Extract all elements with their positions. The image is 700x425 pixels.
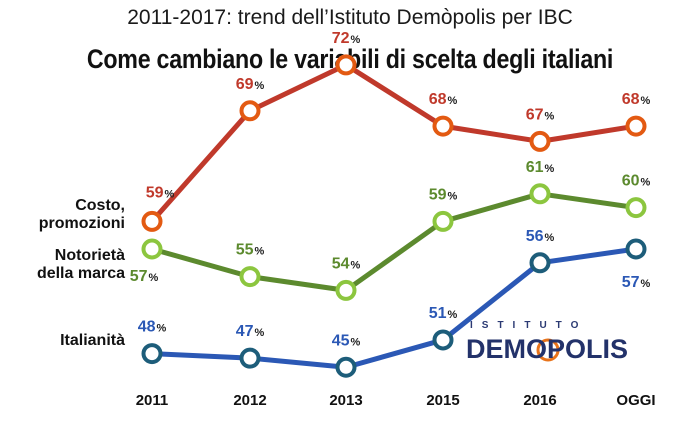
series-name-line: Notorietà bbox=[55, 247, 125, 264]
data-label-value: 48 bbox=[138, 319, 156, 336]
data-label: 48% bbox=[138, 319, 167, 336]
data-point bbox=[338, 282, 355, 299]
data-label-value: 59 bbox=[146, 184, 164, 201]
data-label: 72% bbox=[332, 30, 361, 47]
data-label-value: 68 bbox=[429, 91, 447, 108]
data-label: 68% bbox=[622, 91, 651, 108]
data-label: 67% bbox=[526, 106, 555, 123]
data-label-unit: % bbox=[157, 323, 167, 335]
data-label-value: 67 bbox=[526, 106, 544, 123]
data-point bbox=[628, 118, 645, 135]
data-label-value: 55 bbox=[236, 242, 254, 259]
data-point bbox=[628, 241, 645, 258]
data-label-unit: % bbox=[351, 259, 361, 271]
data-label-unit: % bbox=[255, 246, 265, 258]
data-label-value: 60 bbox=[622, 173, 640, 190]
series-group-1: 57%55%54%59%61%60% bbox=[130, 159, 651, 299]
data-label: 61% bbox=[526, 159, 555, 176]
data-label-unit: % bbox=[641, 95, 651, 107]
x-tick-label: 2011 bbox=[136, 392, 169, 409]
data-label-unit: % bbox=[545, 232, 555, 244]
data-point bbox=[338, 359, 355, 376]
data-label-unit: % bbox=[255, 327, 265, 339]
data-point bbox=[628, 199, 645, 216]
data-label-unit: % bbox=[165, 188, 175, 200]
data-label-value: 59 bbox=[429, 186, 447, 203]
data-label-value: 72 bbox=[332, 30, 350, 47]
x-tick-label: 2013 bbox=[329, 392, 362, 409]
demopolis-logo: DEMOPOLIS bbox=[466, 334, 628, 365]
data-point bbox=[532, 254, 549, 271]
data-label: 47% bbox=[236, 323, 265, 340]
data-label-value: 68 bbox=[622, 91, 640, 108]
data-point bbox=[532, 133, 549, 150]
data-label-unit: % bbox=[255, 80, 265, 92]
data-label-value: 47 bbox=[236, 323, 254, 340]
data-label-unit: % bbox=[545, 110, 555, 122]
data-label: 68% bbox=[429, 91, 458, 108]
series-line-1 bbox=[152, 194, 636, 291]
data-label-value: 54 bbox=[332, 255, 350, 272]
data-label-unit: % bbox=[448, 95, 458, 107]
data-label: 45% bbox=[332, 332, 361, 349]
data-label-value: 57 bbox=[622, 274, 640, 291]
x-tick-label: OGGI bbox=[616, 392, 655, 409]
data-label: 56% bbox=[526, 228, 555, 245]
series-name-1: Notorietà della marca bbox=[37, 247, 125, 282]
data-point bbox=[144, 345, 161, 362]
data-point bbox=[144, 241, 161, 258]
data-label-unit: % bbox=[641, 177, 651, 189]
series-name-line: promozioni bbox=[39, 215, 125, 232]
data-label-value: 45 bbox=[332, 332, 350, 349]
series-name-0: Costo, promozioni bbox=[39, 197, 125, 232]
data-label-unit: % bbox=[351, 336, 361, 348]
data-label-value: 51 bbox=[429, 305, 447, 322]
data-point bbox=[435, 118, 452, 135]
data-label-unit: % bbox=[641, 278, 651, 290]
data-label-unit: % bbox=[149, 272, 159, 284]
data-label: 57% bbox=[622, 274, 651, 291]
data-point bbox=[242, 268, 259, 285]
data-label-unit: % bbox=[448, 190, 458, 202]
data-label: 59% bbox=[146, 184, 175, 201]
data-label-unit: % bbox=[448, 309, 458, 321]
series-name-line: Italianità bbox=[60, 332, 125, 349]
data-label-unit: % bbox=[351, 34, 361, 46]
data-point bbox=[338, 56, 355, 73]
data-label-value: 57 bbox=[130, 268, 148, 285]
data-label-unit: % bbox=[545, 163, 555, 175]
series-name-line: Costo, bbox=[75, 197, 125, 214]
x-tick-label: 2012 bbox=[233, 392, 266, 409]
x-tick-label: 2016 bbox=[523, 392, 556, 409]
data-point bbox=[435, 331, 452, 348]
data-label-value: 61 bbox=[526, 159, 544, 176]
data-label: 51% bbox=[429, 305, 458, 322]
data-label: 57% bbox=[130, 268, 159, 285]
data-label-value: 69 bbox=[236, 76, 254, 93]
data-label: 55% bbox=[236, 242, 265, 259]
series-name-2: Italianità bbox=[60, 332, 125, 349]
data-point bbox=[242, 350, 259, 367]
data-label: 60% bbox=[622, 173, 651, 190]
data-label: 59% bbox=[429, 186, 458, 203]
series-name-line: della marca bbox=[37, 265, 125, 282]
data-point bbox=[144, 213, 161, 230]
data-point bbox=[435, 213, 452, 230]
demopolis-logo-tagline: ISTITUTO bbox=[470, 320, 656, 331]
x-tick-label: 2015 bbox=[426, 392, 459, 409]
data-label: 54% bbox=[332, 255, 361, 272]
data-point bbox=[532, 185, 549, 202]
data-label-value: 56 bbox=[526, 228, 544, 245]
data-label: 69% bbox=[236, 76, 265, 93]
data-point bbox=[242, 102, 259, 119]
